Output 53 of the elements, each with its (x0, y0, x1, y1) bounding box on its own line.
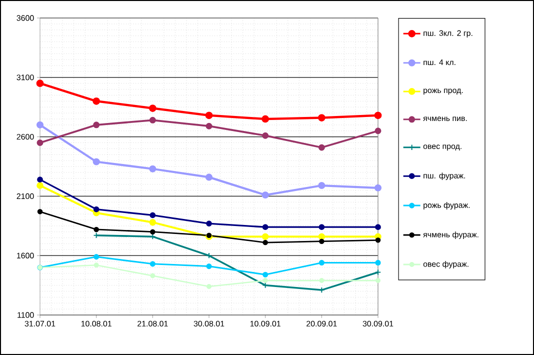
point (149, 116, 156, 124)
point (262, 240, 268, 246)
point (37, 176, 43, 183)
point (150, 261, 156, 267)
point (36, 121, 44, 128)
point (93, 122, 100, 128)
point (149, 218, 156, 226)
point (262, 233, 269, 240)
point (148, 104, 156, 112)
point (262, 115, 270, 123)
point (150, 212, 156, 218)
point (318, 114, 326, 122)
point (92, 97, 100, 105)
point (94, 254, 100, 260)
point (319, 238, 324, 244)
point (150, 273, 156, 278)
point (93, 206, 100, 212)
point (318, 233, 326, 240)
point (262, 132, 269, 139)
point (262, 282, 268, 288)
point (374, 128, 382, 134)
point (262, 191, 269, 199)
point (37, 209, 43, 214)
point (318, 144, 325, 151)
point (206, 284, 212, 289)
point (374, 184, 382, 192)
point (36, 140, 44, 146)
point (149, 165, 156, 172)
point (262, 272, 268, 278)
point (318, 224, 325, 230)
point (36, 182, 44, 189)
point (94, 226, 99, 232)
point (205, 112, 213, 120)
point (262, 224, 268, 230)
point (375, 238, 381, 243)
point (92, 158, 100, 166)
point (375, 224, 381, 230)
point (150, 229, 156, 234)
point (206, 264, 212, 270)
point (375, 260, 381, 266)
point (94, 262, 99, 268)
point (206, 220, 212, 226)
point (205, 174, 213, 181)
point (262, 278, 268, 284)
point (318, 260, 324, 266)
point (319, 278, 324, 284)
point (36, 80, 44, 88)
point (318, 182, 326, 190)
point (206, 252, 212, 259)
point (374, 112, 382, 120)
point (206, 122, 212, 130)
point (376, 278, 380, 284)
point (150, 234, 156, 240)
